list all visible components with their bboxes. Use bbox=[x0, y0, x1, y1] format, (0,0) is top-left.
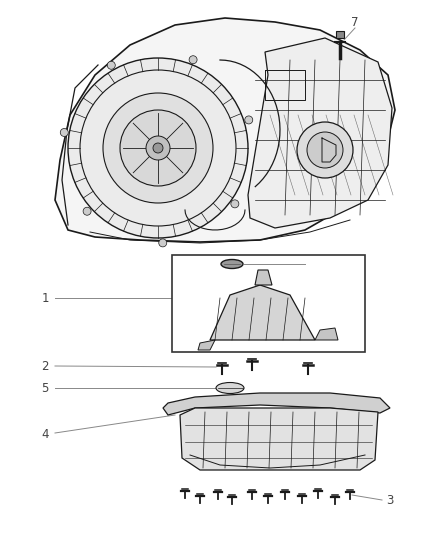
Text: 1: 1 bbox=[41, 292, 49, 304]
Polygon shape bbox=[255, 270, 272, 285]
Polygon shape bbox=[210, 285, 315, 340]
Bar bbox=[336, 31, 344, 38]
Circle shape bbox=[153, 143, 163, 153]
Ellipse shape bbox=[216, 383, 244, 393]
Circle shape bbox=[297, 122, 353, 178]
Text: 6: 6 bbox=[314, 257, 322, 271]
Circle shape bbox=[60, 128, 68, 136]
Polygon shape bbox=[315, 328, 338, 340]
Text: 3: 3 bbox=[386, 494, 394, 506]
Circle shape bbox=[103, 93, 213, 203]
Polygon shape bbox=[163, 393, 390, 415]
Circle shape bbox=[307, 132, 343, 168]
Polygon shape bbox=[180, 408, 378, 470]
Circle shape bbox=[120, 110, 196, 186]
Circle shape bbox=[231, 200, 239, 208]
Circle shape bbox=[107, 61, 115, 69]
Polygon shape bbox=[55, 18, 395, 242]
Circle shape bbox=[189, 56, 197, 64]
Polygon shape bbox=[248, 38, 392, 228]
Polygon shape bbox=[198, 340, 215, 350]
Circle shape bbox=[146, 136, 170, 160]
Text: 5: 5 bbox=[41, 382, 49, 394]
Bar bbox=[172, 255, 365, 352]
Circle shape bbox=[83, 207, 91, 215]
Ellipse shape bbox=[221, 260, 243, 269]
Text: 2: 2 bbox=[41, 359, 49, 373]
Text: 7: 7 bbox=[351, 15, 359, 28]
Text: 4: 4 bbox=[41, 429, 49, 441]
Circle shape bbox=[159, 239, 167, 247]
Circle shape bbox=[245, 116, 253, 124]
Circle shape bbox=[68, 58, 248, 238]
